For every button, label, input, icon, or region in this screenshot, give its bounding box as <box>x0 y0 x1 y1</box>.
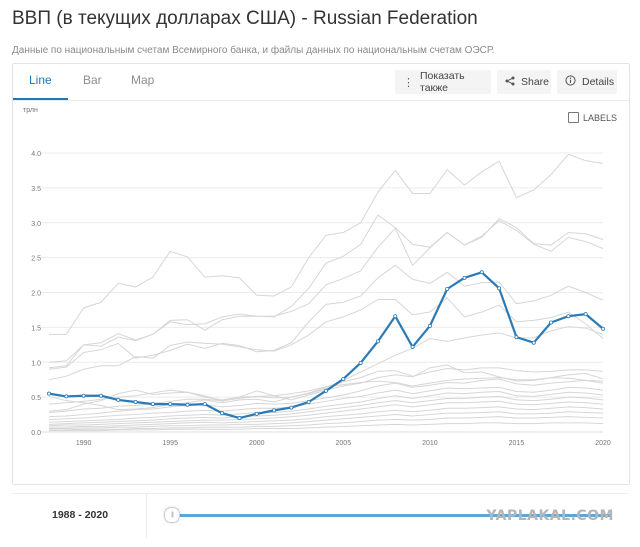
highlight-data-point <box>358 360 363 365</box>
details-label: Details <box>582 76 615 88</box>
x-tick-label: 1990 <box>76 440 92 447</box>
highlight-data-point <box>375 339 380 344</box>
background-series-line <box>48 367 604 405</box>
watermark: YAPLAKAL.COM <box>486 508 614 524</box>
highlight-data-point <box>323 388 328 393</box>
range-slider-track[interactable] <box>180 514 612 517</box>
tab-line[interactable]: Line <box>29 73 52 87</box>
x-tick-label: 2010 <box>422 440 438 447</box>
background-series-line <box>48 264 604 370</box>
highlight-data-point <box>64 394 69 399</box>
highlight-data-point <box>150 402 155 407</box>
highlight-data-point <box>168 402 173 407</box>
highlight-data-point <box>479 270 484 275</box>
share-button[interactable]: Share <box>497 70 551 94</box>
x-tick-label: 1995 <box>162 440 178 447</box>
highlight-data-point <box>47 391 52 396</box>
y-tick-label: 1.0 <box>31 360 41 367</box>
background-series-line <box>49 422 604 432</box>
show-also-label: Показать также <box>420 70 465 94</box>
range-footer: 1988 - 2020 ||| <box>12 493 628 538</box>
info-icon <box>565 75 576 89</box>
highlight-data-point <box>566 314 571 319</box>
x-tick-label: 2000 <box>249 440 265 447</box>
highlight-data-point <box>272 408 277 413</box>
highlight-data-point <box>185 402 190 407</box>
show-also-button[interactable]: ⋮ Показать также <box>395 70 491 94</box>
range-label: 1988 - 2020 <box>52 509 109 521</box>
details-button[interactable]: Details <box>557 70 617 94</box>
y-unit-label: трлн <box>23 107 38 114</box>
highlight-data-point <box>410 344 415 349</box>
chart-card: Line Bar Map ⋮ Показать также Share Deta… <box>12 63 630 485</box>
y-tick-label: 1.5 <box>31 325 41 332</box>
highlight-data-point <box>306 400 311 405</box>
background-series-line <box>48 378 604 418</box>
background-series-line <box>48 220 604 369</box>
highlight-data-point <box>462 275 467 280</box>
highlight-data-point <box>393 314 398 319</box>
background-series-line <box>48 386 604 420</box>
highlight-data-point <box>289 405 294 410</box>
labels-checkbox[interactable] <box>567 112 579 123</box>
y-tick-label: 3.0 <box>31 221 41 228</box>
background-series-line <box>48 395 604 425</box>
tab-map[interactable]: Map <box>131 73 155 87</box>
highlight-data-point <box>133 400 138 405</box>
background-series-line <box>48 391 604 423</box>
y-tick-label: 2.0 <box>31 291 41 298</box>
labels-toggle[interactable]: LABELS <box>567 112 617 123</box>
page-title: ВВП (в текущих долларах США) - Russian F… <box>12 8 478 29</box>
highlight-data-point <box>445 287 450 292</box>
x-tick-label: 2005 <box>336 440 352 447</box>
y-tick-label: 0.0 <box>31 430 41 437</box>
highlight-data-point <box>81 393 86 398</box>
tab-bar[interactable]: Bar <box>83 73 102 87</box>
more-vertical-icon: ⋮ <box>403 76 414 89</box>
background-series-line <box>49 406 604 428</box>
highlight-data-point <box>601 326 606 331</box>
x-tick-label: 2015 <box>509 440 525 447</box>
highlight-data-point <box>583 312 588 317</box>
y-tick-label: 0.5 <box>31 395 41 402</box>
footer-divider <box>146 494 147 538</box>
y-tick-label: 3.5 <box>31 186 41 193</box>
x-tick-label: 2020 <box>595 440 611 447</box>
highlight-data-point <box>514 335 519 340</box>
highlight-data-point <box>427 323 432 328</box>
highlight-data-point <box>549 320 554 325</box>
background-series-line <box>48 326 604 411</box>
y-tick-label: 2.5 <box>31 256 41 263</box>
background-series-line <box>48 372 604 413</box>
share-icon <box>505 76 515 89</box>
background-series-line <box>49 416 604 431</box>
share-label: Share <box>521 76 550 88</box>
chart-tabs: Line Bar Map <box>13 64 213 100</box>
grip-icon: ||| <box>171 512 174 518</box>
highlight-data-point <box>341 376 346 381</box>
background-series-line <box>49 411 604 430</box>
highlight-data-point <box>202 402 207 407</box>
highlight-data-point <box>220 411 225 416</box>
range-slider-handle[interactable]: ||| <box>164 507 180 523</box>
background-series-line <box>48 297 604 381</box>
y-tick-label: 4.0 <box>31 151 41 158</box>
highlight-data-point <box>531 340 536 345</box>
highlight-data-point <box>237 416 242 421</box>
highlight-data-point <box>98 393 103 398</box>
tabs-divider <box>13 100 629 101</box>
line-chart: 0.0 0.5 1.0 1.5 2.0 2.5 3.0 3.5 4.0 1990 1995 2000 2… <box>31 151 611 447</box>
background-series-line <box>48 400 604 427</box>
active-tab-indicator <box>13 98 68 100</box>
labels-toggle-label: LABELS <box>582 112 617 123</box>
highlight-data-point <box>497 286 502 291</box>
background-series-line <box>49 153 604 335</box>
page-subtitle: Данные по национальным счетам Всемирного… <box>12 45 495 56</box>
highlight-data-point <box>254 411 259 416</box>
highlight-data-point <box>116 397 121 402</box>
